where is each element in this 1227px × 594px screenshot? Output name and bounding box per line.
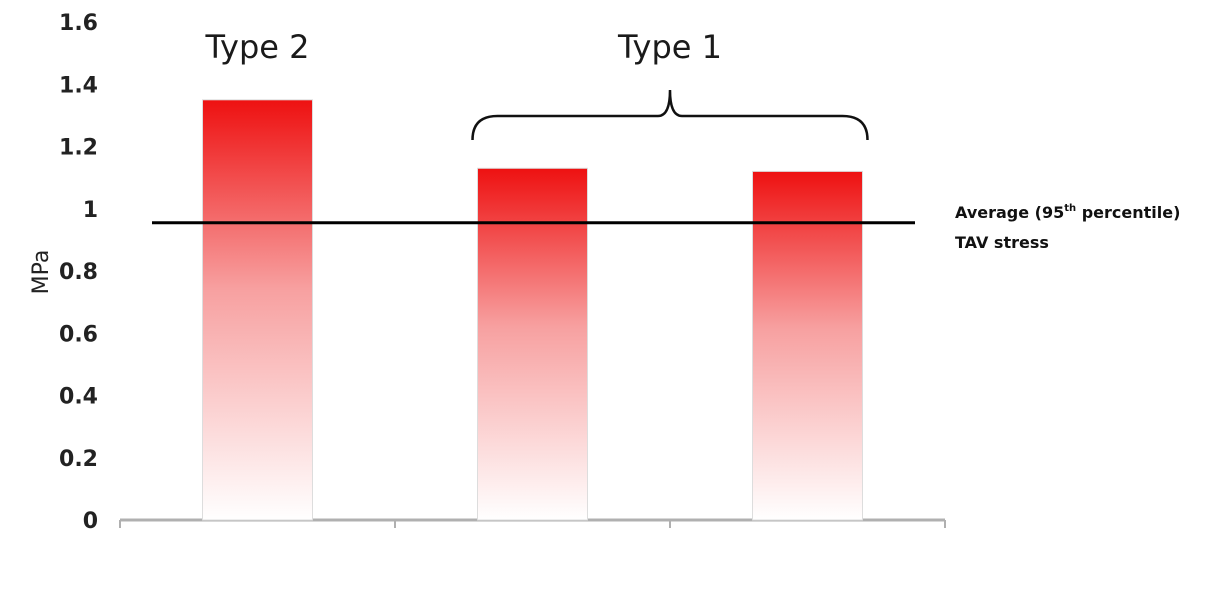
y-tick-label: 0.4 xyxy=(59,385,98,410)
group-label-type-2: Type 2 xyxy=(204,28,309,66)
y-axis-title: MPa xyxy=(29,250,54,295)
y-tick-label: 0.2 xyxy=(59,447,98,472)
y-tick-labels: 0 0.2 0.4 0.6 0.8 1 1.2 1.4 1.6 xyxy=(59,11,98,534)
bar xyxy=(202,99,313,521)
y-tick-label: 1.4 xyxy=(59,73,98,98)
group-label-type-1: Type 1 xyxy=(617,28,722,66)
reference-line-label: Average (95th percentile) xyxy=(955,203,1180,222)
bar xyxy=(477,167,588,521)
reference-line-label-line2: TAV stress xyxy=(955,233,1049,252)
y-tick-label: 1.2 xyxy=(59,136,98,161)
x-axis xyxy=(119,518,946,528)
y-tick-label: 1 xyxy=(83,198,98,223)
bars xyxy=(202,99,863,521)
reference-label-prefix: Average (95 xyxy=(955,203,1064,222)
y-tick-label: 1.6 xyxy=(59,11,98,36)
y-tick-label: 0 xyxy=(83,509,98,534)
y-tick-label: 0.6 xyxy=(59,322,98,347)
group-brace xyxy=(471,89,869,141)
bar xyxy=(752,170,863,521)
reference-label-sup: th xyxy=(1064,203,1076,214)
reference-label-suffix: percentile) xyxy=(1076,203,1180,222)
y-tick-label: 0.8 xyxy=(59,260,98,285)
